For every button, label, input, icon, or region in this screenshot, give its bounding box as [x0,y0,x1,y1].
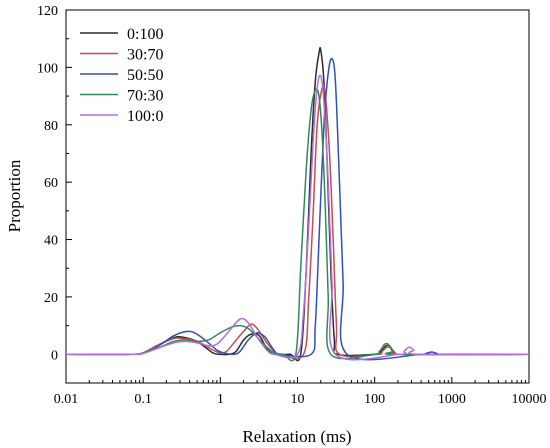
legend-label: 100:0 [127,108,163,125]
y-tick-label: 60 [44,176,58,191]
legend-label: 0:100 [127,26,163,43]
series-line [66,74,529,361]
x-tick-label: 0.1 [134,392,152,407]
y-tick-label: 0 [51,348,58,363]
x-tick-label: 0.01 [54,392,79,407]
series-line [66,88,529,362]
y-tick-label: 40 [44,234,58,249]
legend-label: 70:30 [127,88,163,105]
legend-label: 30:70 [127,47,163,64]
x-tick-label: 1000 [438,392,466,407]
series-line [66,57,529,361]
y-axis-label: Proportion [5,159,24,232]
axes: 0.01 0.1 1 10 100 1000 10000 0 20 40 60 80 100 120 [37,4,547,407]
y-tick-label: 80 [44,119,58,134]
series-line [66,84,529,360]
x-tick-label: 100 [364,392,385,407]
x-tick-label: 1 [217,392,224,407]
y-tick-label: 20 [44,291,58,306]
legend-label: 50:50 [127,67,163,84]
x-tick-label: 10000 [512,392,547,407]
y-tick-label: 100 [37,61,58,76]
y-tick-label: 120 [37,4,58,19]
legend: 0:100 30:70 50:50 70:30 100:0 [80,26,163,125]
x-axis-label: Relaxation (ms) [242,427,351,446]
series-layer [66,46,529,362]
x-tick-label: 10 [291,392,305,407]
